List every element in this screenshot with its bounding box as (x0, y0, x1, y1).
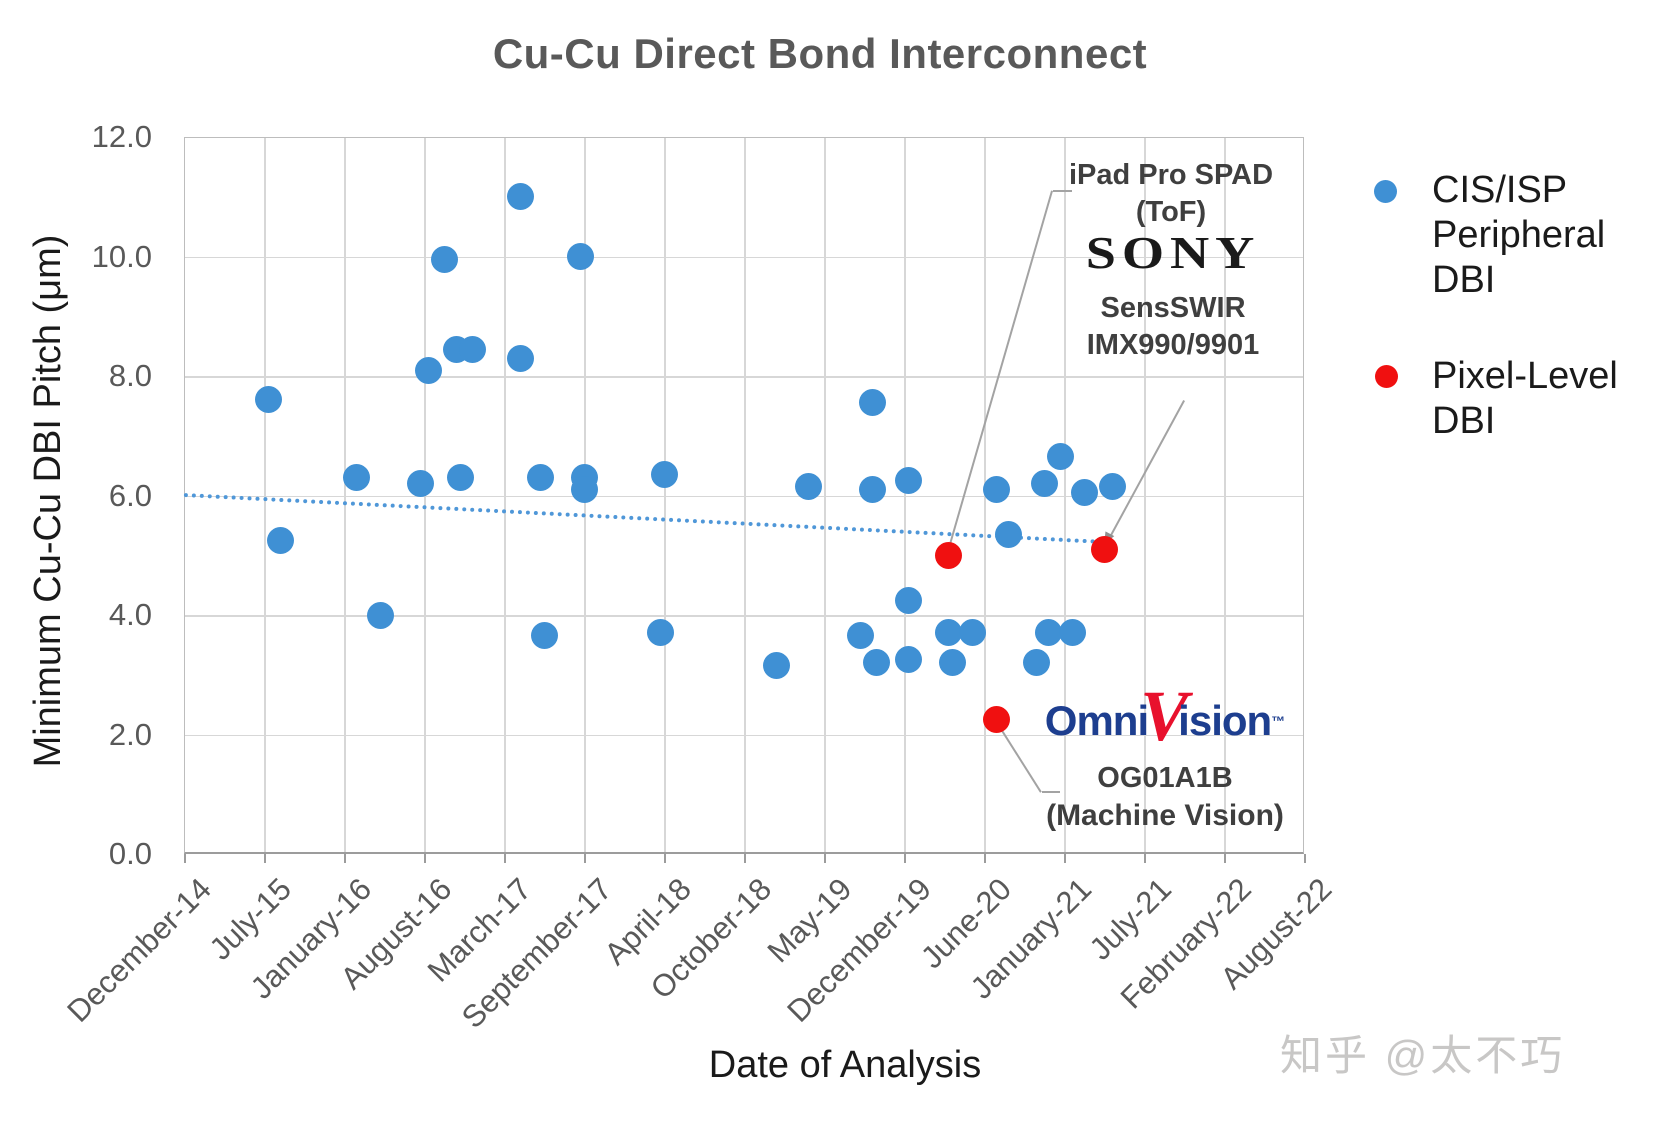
data-point-cis-isp-peripheral-dbi (646, 619, 674, 647)
data-point-cis-isp-peripheral-dbi (862, 649, 890, 677)
x-axis-tick (984, 854, 986, 863)
omnivision-logo-v-swoosh: V (1140, 676, 1189, 756)
x-tick-label: December-14 (60, 871, 219, 1029)
x-axis-tick (184, 854, 186, 863)
data-point-cis-isp-peripheral-dbi (762, 652, 790, 680)
annotation-ipad-line2: (ToF) (1135, 196, 1207, 228)
data-point-cis-isp-peripheral-dbi (266, 526, 294, 554)
omnivision-logo-left: Omni (1044, 697, 1149, 744)
sony-logo: SONY (1085, 227, 1261, 278)
data-point-cis-isp-peripheral-dbi (526, 464, 554, 492)
omnivision-trademark: ™ (1271, 713, 1286, 729)
x-axis-tick (664, 854, 666, 863)
data-point-cis-isp-peripheral-dbi (342, 464, 370, 492)
data-point-cis-isp-peripheral-dbi (570, 476, 598, 504)
x-axis-tick (504, 854, 506, 863)
gridline-horizontal (184, 376, 1304, 378)
legend-label-cis-isp: CIS/ISP Peripheral DBI (1432, 169, 1606, 301)
y-tick-label: 6.0 (108, 477, 152, 513)
leader-ipad-tail (1053, 190, 1072, 192)
x-axis-tick (584, 854, 586, 863)
data-point-cis-isp-peripheral-dbi (254, 386, 282, 414)
data-point-cis-isp-peripheral-dbi (994, 520, 1022, 548)
data-point-cis-isp-peripheral-dbi (414, 356, 442, 384)
data-point-cis-isp-peripheral-dbi (1034, 619, 1062, 647)
x-axis-tick (1304, 854, 1306, 863)
data-point-cis-isp-peripheral-dbi (858, 389, 886, 417)
data-point-cis-isp-peripheral-dbi (982, 476, 1010, 504)
data-point-cis-isp-peripheral-dbi (958, 619, 986, 647)
gridline-horizontal (184, 495, 1304, 497)
x-axis-tick (344, 854, 346, 863)
data-point-cis-isp-peripheral-dbi (1098, 473, 1126, 501)
annotation-ipad-line1: iPad Pro SPAD (1068, 159, 1274, 191)
y-tick-label: 2.0 (108, 716, 152, 752)
y-tick-label: 4.0 (108, 597, 152, 632)
data-point-cis-isp-peripheral-dbi (430, 245, 458, 273)
x-axis-tick (1224, 854, 1226, 863)
data-point-cis-isp-peripheral-dbi (530, 622, 558, 650)
data-point-cis-isp-peripheral-dbi (894, 646, 922, 674)
data-point-cis-isp-peripheral-dbi (794, 473, 822, 501)
annotation-sony-line1: SensSWIR (1100, 292, 1246, 324)
annotation-sony-line2: IMX990/9901 (1086, 329, 1260, 361)
y-tick-label: 8.0 (108, 358, 152, 393)
data-point-pixel-level-dbi (1090, 535, 1118, 563)
annotation-ipad-pro-spad: iPad Pro SPAD (ToF) (971, 157, 1371, 231)
gridline-horizontal (184, 615, 1304, 617)
data-point-cis-isp-peripheral-dbi (1058, 619, 1086, 647)
leader-omnivision-tail (1042, 791, 1060, 793)
data-point-cis-isp-peripheral-dbi (894, 467, 922, 495)
data-point-pixel-level-dbi (982, 706, 1010, 734)
data-point-cis-isp-peripheral-dbi (934, 619, 962, 647)
x-axis-tick (744, 854, 746, 863)
watermark: 知乎 @太不巧 (1280, 1032, 1566, 1079)
annotation-omni-line1: OG01A1B (1097, 762, 1233, 794)
data-point-cis-isp-peripheral-dbi (650, 461, 678, 489)
legend-marker-pixel-level (1375, 365, 1398, 388)
y-tick-label: 10.0 (91, 238, 152, 274)
data-point-cis-isp-peripheral-dbi (406, 470, 434, 498)
omnivision-logo-right: ision (1178, 697, 1272, 744)
data-point-cis-isp-peripheral-dbi (1030, 470, 1058, 498)
gridline-horizontal (184, 734, 1304, 736)
data-point-cis-isp-peripheral-dbi (506, 183, 534, 211)
data-point-cis-isp-peripheral-dbi (1046, 443, 1074, 471)
x-axis-tick (824, 854, 826, 863)
annotation-sony: SONY SensSWIR IMX990/9901 (973, 230, 1373, 364)
data-point-cis-isp-peripheral-dbi (566, 243, 594, 270)
data-point-cis-isp-peripheral-dbi (894, 586, 922, 614)
x-axis-tick (904, 854, 906, 863)
data-point-cis-isp-peripheral-dbi (846, 622, 874, 650)
data-point-cis-isp-peripheral-dbi (1070, 479, 1098, 506)
legend-marker-cis-isp (1374, 180, 1397, 203)
legend-label-pixel-level: Pixel-Level DBI (1432, 355, 1618, 442)
x-axis-title: Date of Analysis (708, 1044, 982, 1086)
chart-title: Cu-Cu Direct Bond Interconnect (492, 30, 1148, 77)
x-axis-tick (1064, 854, 1066, 863)
data-point-cis-isp-peripheral-dbi (1022, 649, 1050, 677)
data-point-cis-isp-peripheral-dbi (446, 464, 474, 492)
plot-border (184, 137, 1304, 854)
y-tick-label: 12.0 (91, 119, 152, 154)
gridline-horizontal (184, 256, 1304, 258)
data-point-cis-isp-peripheral-dbi (858, 476, 886, 504)
x-axis-tick (264, 854, 266, 863)
data-point-cis-isp-peripheral-dbi (506, 344, 534, 372)
omnivision-logo: Omni V ision ™ (915, 676, 1415, 756)
annotation-omni-line2: (Machine Vision) (1046, 799, 1284, 832)
data-point-cis-isp-peripheral-dbi (938, 649, 966, 677)
annotation-omnivision: Omni V ision ™ OG01A1B (Machine Vision) (915, 676, 1415, 834)
x-axis-tick (424, 854, 426, 863)
data-point-cis-isp-peripheral-dbi (366, 601, 394, 629)
y-tick-label: 0.0 (108, 836, 152, 871)
data-point-pixel-level-dbi (934, 541, 962, 569)
data-point-cis-isp-peripheral-dbi (458, 335, 486, 363)
x-axis-tick (1144, 854, 1146, 863)
